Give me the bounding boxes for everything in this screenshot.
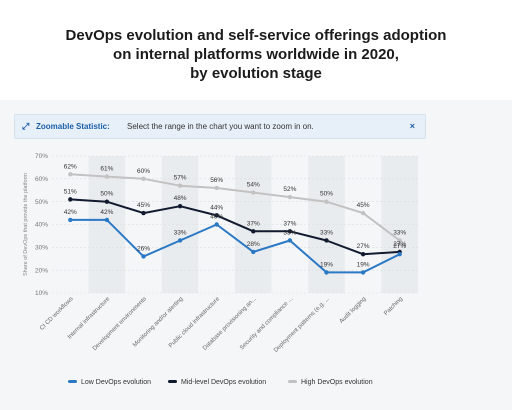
data-point-high[interactable] <box>397 238 402 243</box>
y-tick-label: 70% <box>35 153 48 160</box>
y-tick-label: 40% <box>35 222 48 229</box>
data-point-low[interactable] <box>360 270 366 275</box>
data-point-mid[interactable] <box>360 251 366 257</box>
data-label-high: 57% <box>174 175 187 182</box>
data-point-low[interactable] <box>397 251 402 257</box>
y-tick-label: 10% <box>35 290 48 297</box>
data-label-high: 60% <box>137 168 150 175</box>
data-point-low[interactable] <box>177 238 183 243</box>
y-tick-label: 60% <box>35 176 48 183</box>
legend-swatch-mid <box>168 379 177 383</box>
column-stripe <box>381 156 418 293</box>
chart-title-line-2: on internal platforms worldwide in 2020, <box>113 46 399 63</box>
data-label-low: 40% <box>210 214 223 221</box>
data-label-mid: 51% <box>64 188 77 195</box>
close-icon[interactable]: × <box>409 121 415 131</box>
data-label-low: 42% <box>64 209 77 216</box>
zoom-instruction-text: Select the range in the chart you want t… <box>127 122 314 131</box>
data-point-high[interactable] <box>214 185 219 191</box>
data-point-low[interactable] <box>251 249 256 255</box>
data-point-mid[interactable] <box>141 210 146 216</box>
data-label-high: 45% <box>357 202 370 209</box>
chart-legend: Low DevOps evolution Mid-level DevOps ev… <box>60 377 480 389</box>
data-point-mid[interactable] <box>68 197 73 202</box>
data-point-mid[interactable] <box>287 229 293 234</box>
chart-title-line-1: DevOps evolution and self-service offeri… <box>65 27 447 44</box>
data-point-high[interactable] <box>104 174 110 179</box>
data-label-low: 28% <box>247 241 260 248</box>
data-label-high: 50% <box>320 191 333 198</box>
data-point-low[interactable] <box>324 270 329 275</box>
data-point-mid[interactable] <box>324 238 329 243</box>
zoom-info-bar: ⤢ Zoomable Statistic: Select the range i… <box>14 114 426 139</box>
data-label-low: 33% <box>283 229 296 236</box>
data-label-mid: 44% <box>210 204 223 211</box>
data-label-mid: 33% <box>320 229 333 236</box>
column-stripe <box>88 156 126 293</box>
data-label-high: 52% <box>283 186 296 193</box>
data-label-mid: 27% <box>393 241 406 248</box>
y-axis-label: Share of DevOps that provide the platfor… <box>23 173 29 276</box>
x-tick-label: Patching <box>383 296 404 317</box>
legend-label-high: High DevOps evolution <box>301 379 373 386</box>
data-label-high: 62% <box>64 163 77 170</box>
data-point-mid[interactable] <box>214 213 219 218</box>
data-label-mid: 45% <box>137 202 150 209</box>
data-label-mid: 48% <box>174 195 187 202</box>
chart-title-line-3: by evolution stage <box>190 65 322 82</box>
data-label-low: 27% <box>393 243 406 250</box>
data-point-low[interactable] <box>104 217 110 223</box>
y-tick-label: 20% <box>35 267 48 274</box>
zoom-label: Zoomable Statistic: <box>36 122 110 131</box>
y-tick-label: 30% <box>35 245 48 252</box>
data-label-mid: 50% <box>100 191 113 198</box>
series-line-mid[interactable] <box>70 198 400 256</box>
x-tick-label: CI CD workflows <box>39 296 75 332</box>
data-point-high[interactable] <box>177 183 183 188</box>
data-label-high: 54% <box>247 182 260 189</box>
data-point-high[interactable] <box>360 210 366 216</box>
data-label-high: 56% <box>210 177 223 184</box>
data-label-low: 33% <box>174 229 187 236</box>
data-label-low: 26% <box>137 245 150 252</box>
series-line-high[interactable] <box>70 173 401 242</box>
column-stripe <box>308 156 345 293</box>
y-tick-label: 50% <box>35 199 48 206</box>
legend-item-high[interactable]: High DevOps evolution <box>288 377 373 389</box>
data-point-low[interactable] <box>68 217 73 223</box>
data-point-high[interactable] <box>141 176 146 182</box>
data-point-high[interactable] <box>251 190 256 195</box>
data-label-mid: 27% <box>357 243 370 250</box>
x-tick-label: Audit logging <box>339 296 368 325</box>
legend-item-low[interactable]: Low DevOps evolution <box>68 377 151 389</box>
data-label-mid: 37% <box>247 220 260 227</box>
data-label-high: 61% <box>100 166 113 173</box>
data-point-low[interactable] <box>287 238 293 243</box>
legend-item-mid[interactable]: Mid-level DevOps evolution <box>168 377 266 389</box>
data-point-mid[interactable] <box>177 204 183 209</box>
data-point-high[interactable] <box>324 199 329 204</box>
data-point-mid[interactable] <box>104 199 110 204</box>
data-label-low: 42% <box>100 209 113 216</box>
series-line-low[interactable] <box>70 218 401 274</box>
data-label-low: 19% <box>320 261 333 268</box>
data-point-high[interactable] <box>68 172 73 177</box>
legend-swatch-high <box>288 379 297 383</box>
legend-label-mid: Mid-level DevOps evolution <box>181 379 267 386</box>
data-point-low[interactable] <box>214 222 219 227</box>
data-label-low: 19% <box>357 261 370 268</box>
legend-label-low: Low DevOps evolution <box>81 379 152 386</box>
data-point-high[interactable] <box>287 194 293 200</box>
zoom-expand-icon: ⤢ <box>22 121 30 131</box>
data-point-mid[interactable] <box>251 229 256 234</box>
data-point-low[interactable] <box>141 254 146 259</box>
data-label-high: 33% <box>393 229 406 236</box>
chart-title: DevOps evolution and self-service offeri… <box>0 26 512 83</box>
data-label-mid: 37% <box>283 220 296 227</box>
legend-swatch-low <box>68 379 77 383</box>
